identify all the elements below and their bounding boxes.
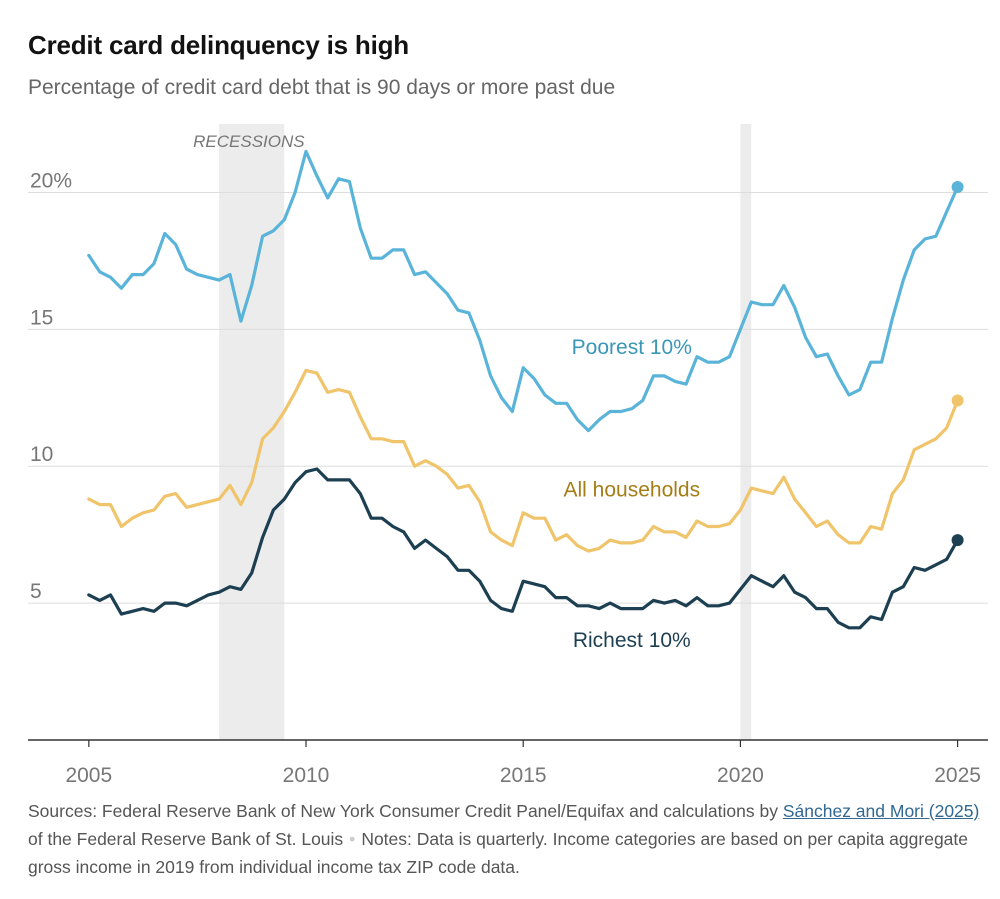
- x-tick-label-2025: 2025: [934, 764, 981, 787]
- series-end-dot-poorest: [951, 180, 964, 193]
- series-label-all: All households: [564, 478, 701, 501]
- series-end-dot-richest: [951, 534, 964, 547]
- series-line-all: [87, 368, 960, 553]
- series-label-poorest: Poorest 10%: [572, 336, 692, 359]
- recession-bands: RECESSIONS: [193, 124, 752, 740]
- series-end-dot-all: [951, 394, 964, 407]
- x-tick-label-2020: 2020: [717, 764, 764, 787]
- sources-suffix: of the Federal Reserve Bank of St. Louis: [28, 829, 344, 849]
- y-tick-label-5: 5: [30, 580, 42, 603]
- sanchez-mori-link[interactable]: Sánchez and Mori (2025): [782, 801, 980, 821]
- recession-band-2: [740, 124, 752, 740]
- chart-title: Credit card delinquency is high: [28, 30, 409, 60]
- series-lines: [87, 149, 964, 630]
- gridlines: 5 10 15 20%: [28, 169, 988, 604]
- separator-dot: •: [349, 829, 356, 849]
- y-tick-label-20: 20%: [30, 169, 72, 192]
- line-chart: RECESSIONS 5 10 15 20% 2005 2010 2015 2020 2025…: [28, 124, 988, 787]
- recession-label: RECESSIONS: [193, 132, 305, 151]
- recession-band-1: [219, 124, 285, 740]
- chart-footer: Sources: Federal Reserve Bank of New Yor…: [28, 797, 990, 881]
- x-tick-label-2015: 2015: [500, 764, 547, 787]
- chart-subtitle: Percentage of credit card debt that is 9…: [28, 76, 616, 99]
- x-tick-label-2010: 2010: [283, 764, 330, 787]
- x-tick-label-2005: 2005: [65, 764, 112, 787]
- notes-text: Notes: Data is quarterly. Income categor…: [28, 829, 969, 877]
- series-labels: Poorest 10% All households Richest 10%: [564, 336, 701, 652]
- series-line-poorest: [87, 149, 960, 433]
- y-tick-label-10: 10: [30, 443, 53, 466]
- series-label-richest: Richest 10%: [573, 629, 691, 652]
- series-line-richest: [87, 467, 960, 630]
- sources-text: Sources: Federal Reserve Bank of New Yor…: [28, 801, 783, 821]
- x-axis: 2005 2010 2015 2020 2025: [28, 739, 988, 787]
- y-tick-label-15: 15: [30, 306, 53, 329]
